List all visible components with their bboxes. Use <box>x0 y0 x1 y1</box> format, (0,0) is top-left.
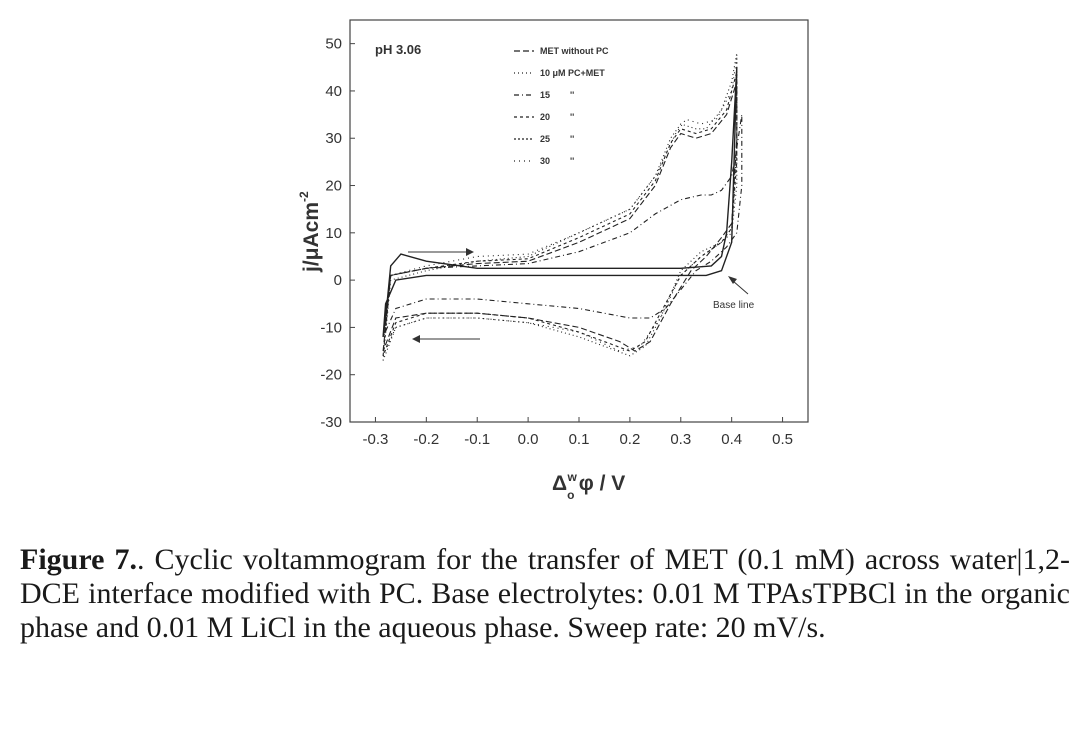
x-tick-label: 0.3 <box>670 431 691 448</box>
legend: MET without PC 10 μM PC+MET 15 '' 20 '' 25 '' 30… <box>514 46 609 166</box>
x-tick-label: -0.2 <box>413 431 439 448</box>
legend-label: MET without PC <box>540 46 609 56</box>
baseline-pointer-head <box>728 276 737 284</box>
reverse-arrowhead <box>412 335 420 343</box>
series-line-2 <box>382 81 738 352</box>
forward-arrowhead <box>466 248 474 256</box>
legend-label: 25 <box>540 134 550 144</box>
legend-ditto: '' <box>570 112 574 122</box>
x-tick-label: 0.5 <box>772 431 793 448</box>
ph-annotation: pH 3.06 <box>375 42 421 57</box>
legend-label: 10 μM PC+MET <box>540 68 605 78</box>
legend-ditto: '' <box>570 90 574 100</box>
y-tick-label: 40 <box>325 83 342 100</box>
series-line-0 <box>382 67 738 337</box>
series-line-1 <box>382 53 738 361</box>
y-tick-label: -20 <box>320 367 342 384</box>
legend-label: 30 <box>540 156 550 166</box>
x-tick-label: -0.1 <box>464 431 490 448</box>
baseline-annotation: Base line <box>713 300 755 311</box>
series-line-5 <box>382 57 738 357</box>
x-axis-label: Δowφ / V <box>552 470 625 502</box>
cyclic-voltammogram-chart: -0.3 -0.2 -0.1 0.0 0.1 0.2 0.3 0.4 0.5 50 40 30 20 10… <box>297 19 809 502</box>
x-tick-label: 0.2 <box>619 431 640 448</box>
sweep-arrows <box>408 248 749 343</box>
y-tick-label: -30 <box>320 414 342 431</box>
y-axis-label: j/μAcm-2 <box>297 191 323 273</box>
baseline-pointer <box>732 280 749 295</box>
x-tick-label: 0.4 <box>721 431 742 448</box>
y-tick-label: 30 <box>325 130 342 147</box>
legend-label: 15 <box>540 90 550 100</box>
series-lines <box>382 53 743 361</box>
series-line-3 <box>382 114 743 338</box>
legend-label: 20 <box>540 112 550 122</box>
y-tick-label: 10 <box>325 225 342 242</box>
x-tick-label: 0.1 <box>569 431 590 448</box>
x-tick-label: 0.0 <box>518 431 539 448</box>
figure-caption: Figure 7.. Cyclic voltammogram for the t… <box>20 543 1070 645</box>
y-tick-label: 0 <box>334 272 342 289</box>
series-line-4 <box>382 71 738 356</box>
legend-ditto: '' <box>570 156 574 166</box>
plot-frame <box>349 19 809 423</box>
x-tick-label: -0.3 <box>363 431 389 448</box>
caption-text: . Cyclic voltammogram for the transfer o… <box>20 543 1070 644</box>
y-tick-label: -10 <box>320 319 342 336</box>
y-tick-label: 50 <box>325 36 342 53</box>
axis-ticks: -0.3 -0.2 -0.1 0.0 0.1 0.2 0.3 0.4 0.5 50 40 30 20 10… <box>320 36 793 448</box>
y-tick-label: 20 <box>325 178 342 195</box>
caption-label: Figure 7. <box>20 543 137 576</box>
legend-ditto: '' <box>570 134 574 144</box>
